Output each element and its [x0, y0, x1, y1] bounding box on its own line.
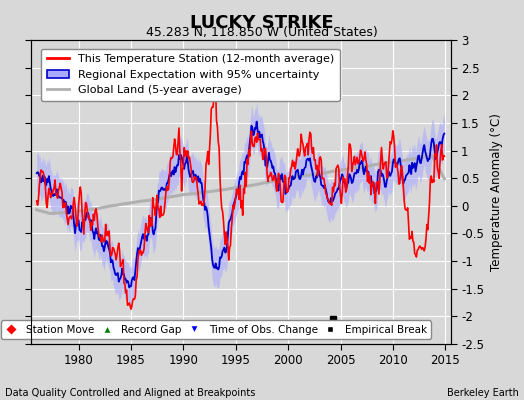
Legend: Station Move, Record Gap, Time of Obs. Change, Empirical Break: Station Move, Record Gap, Time of Obs. C… [1, 320, 431, 339]
Y-axis label: Temperature Anomaly (°C): Temperature Anomaly (°C) [489, 113, 503, 271]
Text: 45.283 N, 118.850 W (United States): 45.283 N, 118.850 W (United States) [146, 26, 378, 39]
Text: Berkeley Earth: Berkeley Earth [447, 388, 519, 398]
Text: Data Quality Controlled and Aligned at Breakpoints: Data Quality Controlled and Aligned at B… [5, 388, 256, 398]
Text: LUCKY STRIKE: LUCKY STRIKE [190, 14, 334, 32]
